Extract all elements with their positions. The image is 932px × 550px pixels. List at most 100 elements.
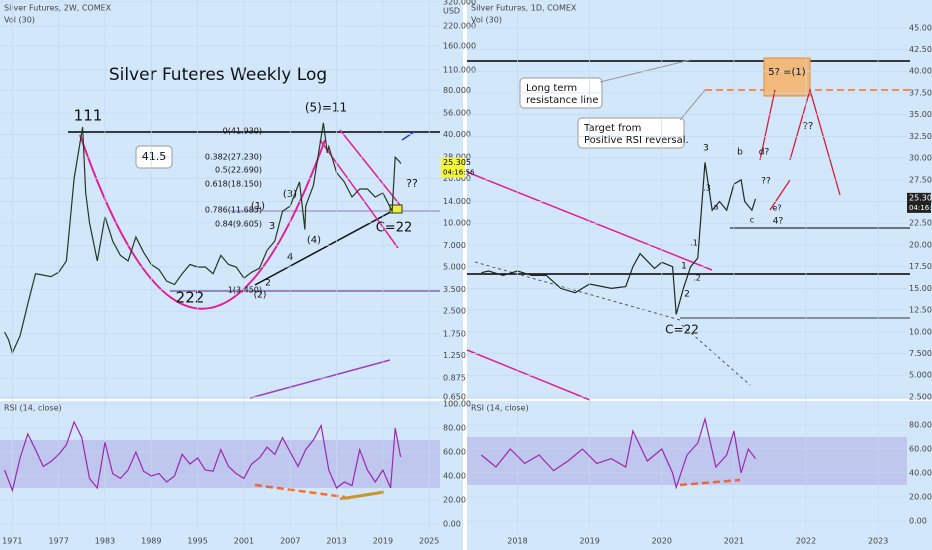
axis-unit: USD [443,7,460,16]
y-tick-label: 80.00 [909,420,932,429]
annotation: 41.5 [142,150,167,163]
y-tick-label: 100.00 [443,399,471,408]
y-tick-label: 17.500 [909,262,932,271]
y-tick-label: 40.00 [909,468,932,477]
x-tick-label: 2021 [724,537,744,546]
x-tick-label: 2020 [652,537,672,546]
annotation: 0(41.930) [223,127,262,136]
y-tick-label: 1.250 [443,351,466,360]
y-tick-label: 40.000 [909,67,932,76]
left-panel [0,0,463,550]
y-tick-label: 20.00 [909,492,932,501]
y-tick-label: 15.000 [909,284,932,293]
price-line [481,162,757,315]
y-tick-label: 10.000 [443,218,471,227]
y-tick-label: 35.000 [909,110,932,119]
x-tick-label: 1989 [141,537,161,546]
y-tick-label: 28.000 [443,153,471,162]
annotation: e? [772,204,781,213]
price-tag [441,157,465,178]
y-tick-label: 320.000 [443,0,476,6]
y-tick-label: 60.00 [909,444,932,453]
y-tick-label: 80.000 [443,86,471,95]
annotation: Silver Futeres Weekly Log [109,65,327,85]
annotation: 2 [684,290,690,300]
annotation: a [714,203,719,212]
x-tick-label: 2001 [234,537,254,546]
annotation: (2) [254,291,267,301]
annotation: C=22 [665,323,699,337]
annotation: Target from [583,123,641,134]
y-tick-label: 40.000 [443,130,471,139]
annotation: ?? [761,177,771,187]
y-tick-label: 20.000 [443,174,471,183]
channel-line [319,139,399,249]
price-tag-label: 25.305 [909,193,932,202]
annotation: ?? [803,121,814,132]
y-tick-label: 5.000 [443,262,466,271]
countdown: 04:16:56 [909,204,932,212]
y-tick-label: 1.750 [443,329,466,338]
x-tick-label: 2025 [419,537,439,546]
y-tick-label: 0.00 [909,516,927,525]
rsi-divergence [339,490,385,501]
annotation: 4? [773,217,784,227]
annotation: 222 [176,289,205,307]
annotation: 0.786(11.685) [205,206,262,215]
pane-title: RSI (14, close) [471,404,529,413]
annotation: (1) [251,201,265,212]
target-box [763,57,811,97]
annotation: Long term [526,83,577,94]
annotation: 111 [74,107,103,125]
y-tick-label: 42.500 [909,45,932,54]
y-tick-label: 10.000 [909,327,932,336]
y-tick-label: 40.00 [443,471,466,480]
annotation: .1 [690,239,698,248]
rsi-band [467,436,907,485]
x-tick-label: 2018 [507,537,527,546]
callout-box [577,117,685,149]
annotation: 1(3.450) [228,286,262,295]
y-tick-label: 37.500 [909,88,932,97]
y-tick-label: 20.000 [909,240,932,249]
y-tick-label: 27.500 [909,175,932,184]
marker-box [389,204,403,214]
annotation: b [737,148,743,158]
y-tick-label: 22.500 [909,219,932,228]
annotation: 0.618(18.150) [205,180,262,189]
x-tick-label: 2022 [796,537,816,546]
y-tick-label: 12.500 [909,306,932,315]
pane-subtitle: Vol (30) [471,16,502,25]
price-line [4,420,402,493]
annotation: resistance line [526,95,599,106]
y-tick-label: 32.500 [909,132,932,141]
price-tag-label: 25.305 [443,158,471,167]
annotation: C=22 [376,221,413,236]
rsi-band [0,439,440,488]
annotation: 2 [265,279,271,289]
pane-subtitle: Vol (30) [4,16,35,25]
pane-title: Silver Futures, 2W, COMEX [4,4,112,13]
rsi-divergence [679,478,741,487]
y-tick-label: 0.00 [443,519,461,528]
annotation: ?? [406,177,418,190]
x-tick-label: 1983 [95,537,115,546]
price-line [4,122,402,355]
y-tick-label: 7.500 [909,349,932,358]
y-tick-label: 2.500 [909,392,932,401]
y-tick-label: 45.000 [909,23,932,32]
price-tag [907,192,931,213]
y-tick-label: 3.500 [443,285,466,294]
countdown: 04:16:56 [443,169,475,177]
annotation: (5)=11 [305,101,347,115]
x-tick-label: 2007 [280,537,300,546]
annotation: 5? =(1) [768,67,805,78]
price-line [481,416,756,490]
y-tick-label: 220.000 [443,21,476,30]
y-tick-label: 60.00 [443,447,466,456]
y-tick-label: 0.875 [443,374,466,383]
annotation: 0.382(27.230) [205,153,262,162]
y-tick-label: 110.000 [443,66,476,75]
annotation: 3 [269,221,275,232]
annotation: d? [759,148,770,158]
